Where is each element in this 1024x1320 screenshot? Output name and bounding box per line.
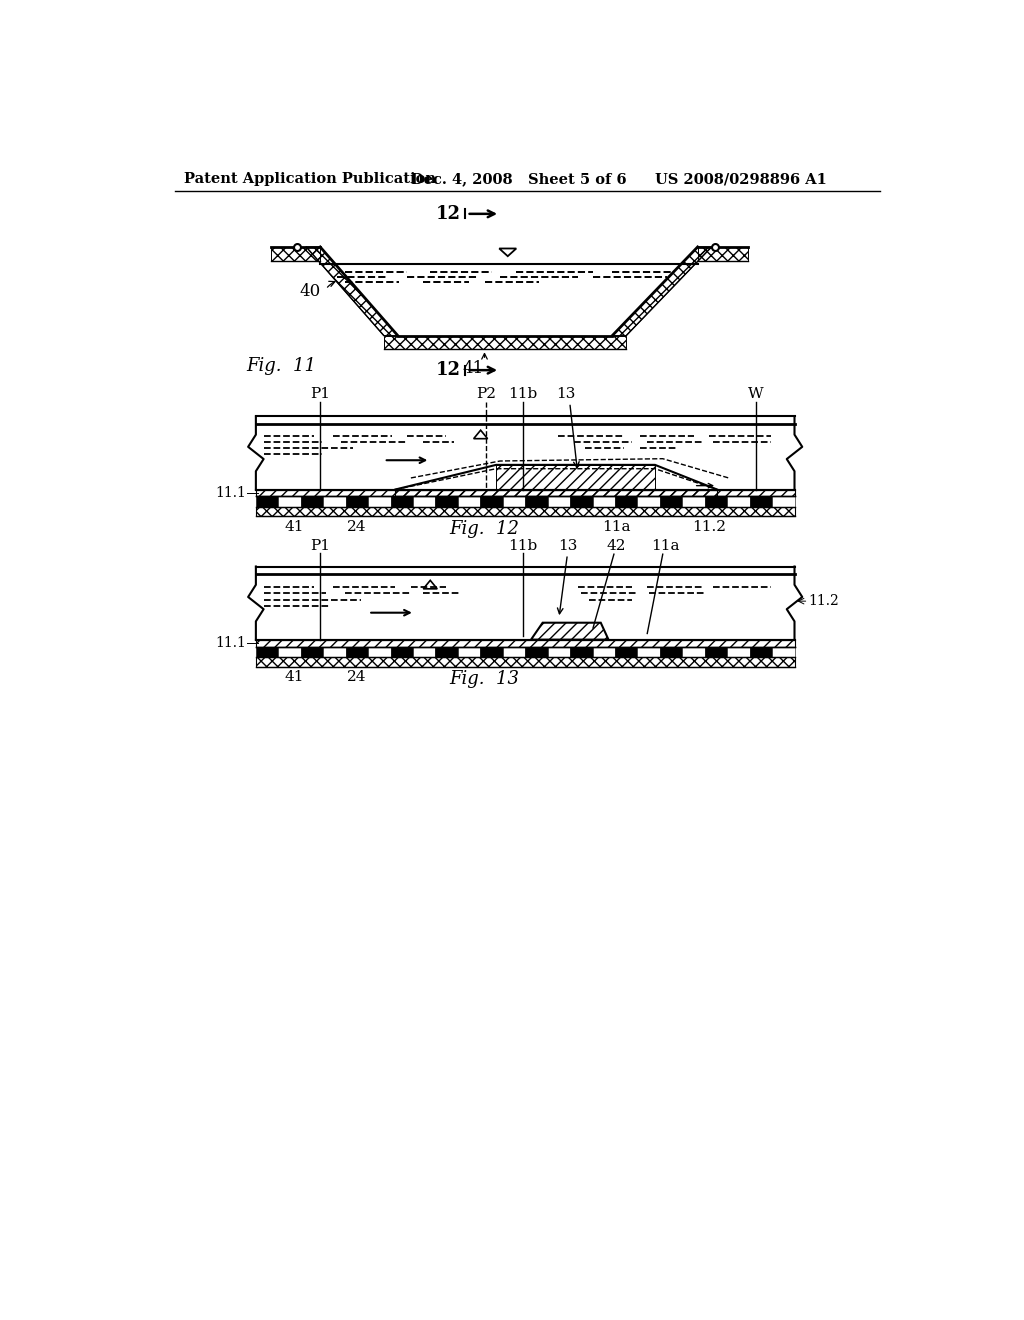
Bar — [413, 647, 435, 657]
Text: 11.1: 11.1 — [215, 636, 246, 651]
Bar — [525, 647, 548, 657]
Text: 12: 12 — [436, 205, 461, 223]
Bar — [435, 647, 458, 657]
Bar — [256, 507, 795, 516]
Bar — [390, 647, 413, 657]
Bar — [503, 647, 525, 657]
Bar — [727, 647, 750, 657]
Bar — [256, 640, 795, 647]
Bar — [593, 647, 615, 657]
Bar — [458, 496, 480, 507]
Bar — [390, 496, 413, 507]
Text: US 2008/0298896 A1: US 2008/0298896 A1 — [655, 172, 826, 186]
Bar — [256, 647, 279, 657]
Text: 41: 41 — [462, 360, 483, 378]
Bar — [256, 496, 279, 507]
Text: Fig.  11: Fig. 11 — [246, 358, 315, 375]
Bar — [659, 496, 682, 507]
Bar — [615, 647, 637, 657]
Text: 11.2: 11.2 — [809, 594, 840, 609]
Bar — [503, 496, 525, 507]
Text: 11.1: 11.1 — [215, 486, 246, 500]
Text: 24: 24 — [347, 520, 367, 535]
Bar — [750, 647, 772, 657]
Bar — [593, 496, 615, 507]
Text: P1: P1 — [310, 539, 330, 553]
Polygon shape — [474, 430, 487, 438]
Bar — [772, 496, 795, 507]
Bar — [659, 647, 682, 657]
Bar — [301, 647, 324, 657]
Bar — [615, 496, 637, 507]
Bar — [750, 496, 772, 507]
Text: Dec. 4, 2008   Sheet 5 of 6: Dec. 4, 2008 Sheet 5 of 6 — [411, 172, 627, 186]
Bar — [458, 647, 480, 657]
Bar — [413, 496, 435, 507]
Bar — [368, 647, 390, 657]
Text: 11a: 11a — [651, 539, 679, 553]
Text: 11a: 11a — [602, 520, 631, 535]
Bar — [637, 647, 659, 657]
Bar — [435, 496, 458, 507]
Bar — [301, 496, 324, 507]
Bar — [727, 496, 750, 507]
Text: W: W — [748, 387, 764, 401]
Text: Patent Application Publication: Patent Application Publication — [183, 172, 436, 186]
Bar — [368, 496, 390, 507]
Bar — [480, 496, 503, 507]
Bar — [279, 496, 301, 507]
Bar — [682, 647, 705, 657]
Bar — [570, 647, 593, 657]
Bar — [548, 496, 570, 507]
Text: P1: P1 — [310, 387, 330, 401]
Text: P2: P2 — [476, 387, 496, 401]
Bar — [525, 496, 548, 507]
Bar — [346, 647, 368, 657]
Bar — [480, 647, 503, 657]
Bar — [548, 647, 570, 657]
Text: 12: 12 — [436, 362, 461, 379]
Bar — [772, 647, 795, 657]
Bar — [279, 647, 301, 657]
Text: 11.2: 11.2 — [692, 520, 726, 535]
Text: 13: 13 — [556, 387, 575, 401]
Bar — [570, 496, 593, 507]
Text: Fig.  13: Fig. 13 — [450, 671, 519, 689]
Text: 13: 13 — [558, 539, 578, 553]
Bar — [705, 496, 727, 507]
Polygon shape — [423, 581, 437, 589]
Bar — [682, 496, 705, 507]
Text: 42: 42 — [606, 539, 626, 553]
Bar — [324, 647, 346, 657]
Bar — [324, 496, 346, 507]
Text: 41: 41 — [285, 520, 304, 535]
Text: 40: 40 — [299, 282, 321, 300]
Bar — [637, 496, 659, 507]
Bar — [705, 647, 727, 657]
Text: 11b: 11b — [509, 539, 538, 553]
Polygon shape — [500, 248, 516, 256]
Text: 41: 41 — [285, 671, 304, 685]
Text: 11b: 11b — [509, 387, 538, 401]
Text: 24: 24 — [347, 671, 367, 685]
Bar — [256, 657, 795, 667]
Text: Fig.  12: Fig. 12 — [450, 520, 519, 539]
Bar — [346, 496, 368, 507]
Bar — [256, 490, 795, 496]
